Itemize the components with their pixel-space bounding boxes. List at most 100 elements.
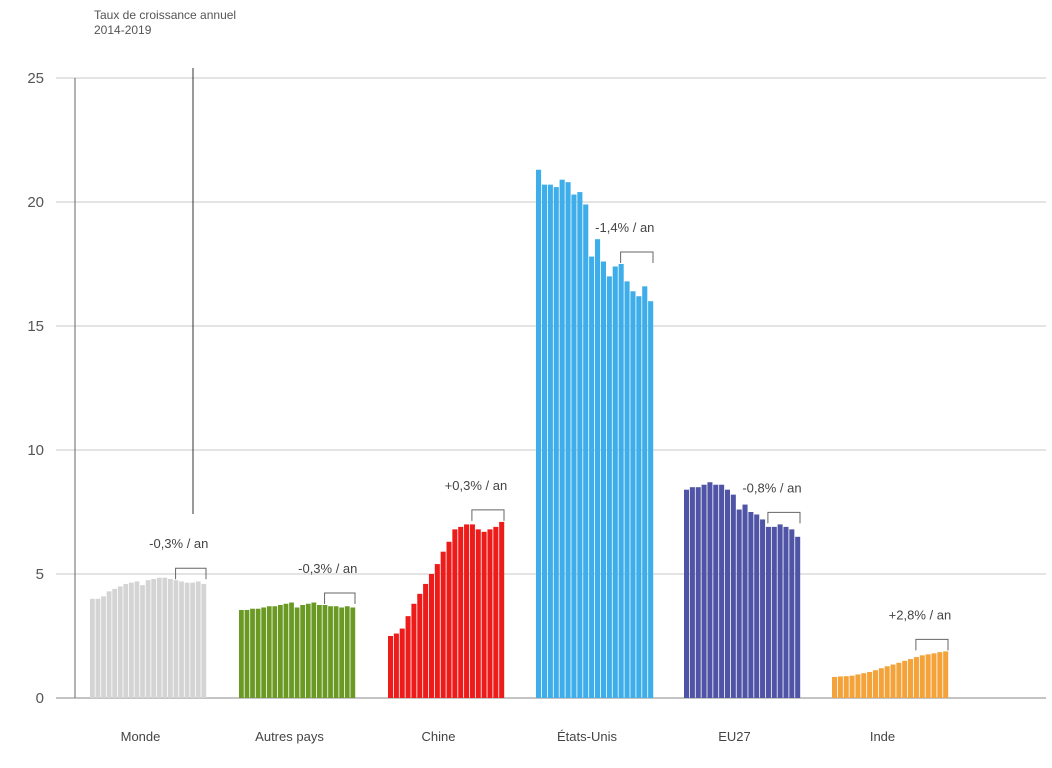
bar: [244, 609, 250, 698]
bar: [777, 524, 783, 698]
x-category-label: Chine: [422, 729, 456, 744]
bar: [261, 607, 267, 698]
bar: [571, 194, 577, 698]
bar: [577, 192, 583, 698]
bar: [713, 484, 719, 698]
trend-annotation: +2,8% / an: [889, 607, 952, 622]
bar: [855, 674, 861, 698]
bar: [151, 578, 157, 698]
x-category-label: Autres pays: [255, 729, 324, 744]
bar: [393, 633, 399, 698]
bar: [832, 676, 838, 698]
bar: [184, 582, 190, 698]
bar: [452, 529, 458, 698]
y-tick-label: 25: [27, 70, 44, 87]
bar: [266, 606, 272, 698]
x-category-label: Monde: [121, 729, 161, 744]
bar: [458, 526, 464, 698]
bar: [440, 551, 446, 698]
bar: [344, 606, 350, 698]
y-tick-label: 15: [27, 318, 44, 335]
trend-annotation: -0,8% / an: [742, 480, 801, 495]
bar: [612, 266, 618, 698]
bar-group-2: [388, 521, 505, 698]
bar: [179, 581, 184, 698]
bar: [861, 673, 867, 698]
bar: [300, 605, 306, 698]
axes: [74, 68, 194, 698]
bar: [771, 526, 777, 698]
bar: [278, 605, 283, 698]
y-tick-label: 0: [36, 690, 44, 707]
y-tick-label: 20: [27, 194, 44, 211]
bar: [339, 607, 345, 698]
bar: [311, 602, 317, 698]
bar: [642, 286, 648, 698]
bar: [748, 512, 754, 698]
bar: [606, 276, 612, 698]
bar: [618, 264, 624, 698]
bar: [736, 509, 742, 698]
bar: [789, 529, 795, 698]
bar: [156, 577, 162, 698]
bar: [423, 583, 429, 698]
bar: [123, 583, 129, 698]
bar-group-3: [536, 169, 654, 699]
y-tick-label: 5: [36, 566, 44, 583]
bar: [902, 660, 908, 698]
trend-bracket: [915, 638, 949, 651]
bar-group-4: [684, 482, 801, 698]
bar: [559, 179, 565, 698]
bar: [173, 580, 179, 698]
bar: [190, 582, 196, 698]
bar: [553, 187, 559, 698]
bar: [294, 607, 300, 698]
bar: [250, 608, 255, 698]
bar: [719, 484, 725, 698]
bar: [600, 261, 606, 698]
bar: [168, 578, 173, 698]
bar: [333, 606, 339, 698]
bar: [499, 521, 505, 698]
bar: [754, 514, 760, 698]
bar: [322, 605, 328, 698]
bar: [878, 668, 884, 698]
trend-bracket: [324, 592, 356, 604]
bar-groups: [90, 169, 949, 699]
bar: [925, 654, 931, 698]
bar: [636, 296, 642, 698]
bar: [648, 301, 654, 698]
bar: [464, 524, 470, 698]
bar: [487, 529, 493, 698]
bar: [239, 609, 244, 698]
bar: [317, 605, 322, 698]
bar-group-1: [239, 602, 356, 698]
bar: [760, 519, 766, 698]
bar: [112, 588, 118, 698]
bar: [411, 603, 417, 698]
bar: [140, 585, 145, 698]
bar: [730, 494, 736, 698]
trend-annotation: -0,3% / an: [149, 536, 208, 551]
bar: [689, 487, 695, 698]
bar: [849, 675, 855, 698]
bar: [399, 628, 405, 698]
bar: [272, 606, 278, 698]
bar: [867, 671, 873, 698]
bar: [843, 676, 849, 698]
trend-bracket: [767, 511, 801, 524]
bar: [469, 524, 475, 698]
bar: [595, 239, 601, 698]
bar: [475, 529, 481, 698]
labels: 0 5 10 15 20 25 -0,3% / an Monde -0,3% / an Autre…: [27, 70, 951, 744]
bar: [90, 598, 95, 698]
x-category-label: Inde: [870, 729, 895, 744]
bar: [255, 608, 261, 698]
bar: [919, 655, 925, 698]
bar: [201, 583, 207, 698]
bar: [536, 169, 542, 698]
bar: [541, 184, 547, 698]
bar: [765, 526, 771, 698]
bar: [195, 581, 201, 698]
bar: [145, 580, 151, 698]
